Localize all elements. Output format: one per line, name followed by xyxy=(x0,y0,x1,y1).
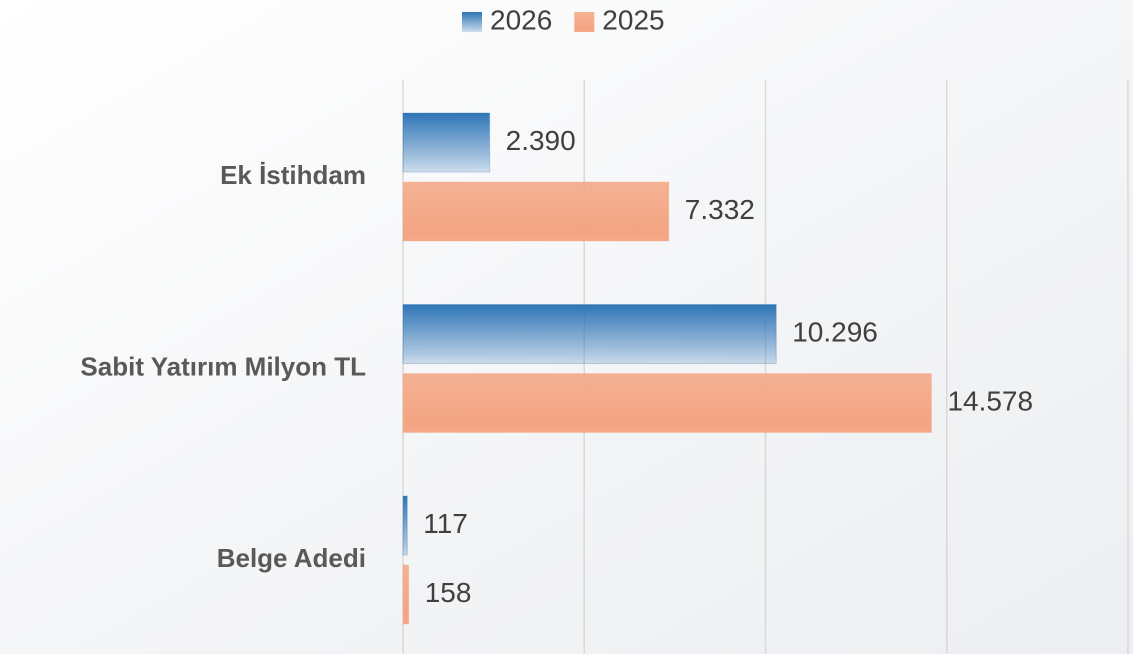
legend-swatch xyxy=(574,12,594,32)
value-label: 14.578 xyxy=(947,385,1033,416)
value-label: 10.296 xyxy=(792,316,878,347)
bar xyxy=(403,305,776,364)
value-label: 7.332 xyxy=(685,194,755,225)
bar xyxy=(403,113,490,172)
legend-label: 2026 xyxy=(490,4,552,35)
category-label: Sabit Yatırım Milyon TL xyxy=(80,351,366,381)
value-label: 2.390 xyxy=(506,125,576,156)
category-label: Belge Adedi xyxy=(217,543,366,573)
legend-label: 2025 xyxy=(602,4,664,35)
bar xyxy=(403,182,669,241)
legend-swatch xyxy=(462,12,482,32)
bar xyxy=(403,496,407,555)
chart: 2026 2025 Ek İstihdam 2.390 7.332 Sabit Yatır… xyxy=(0,0,1133,654)
category-label: Ek İstihdam xyxy=(220,160,366,190)
bar xyxy=(403,565,409,624)
value-label: 117 xyxy=(423,508,468,539)
bar xyxy=(403,374,931,433)
value-label: 158 xyxy=(425,577,472,608)
